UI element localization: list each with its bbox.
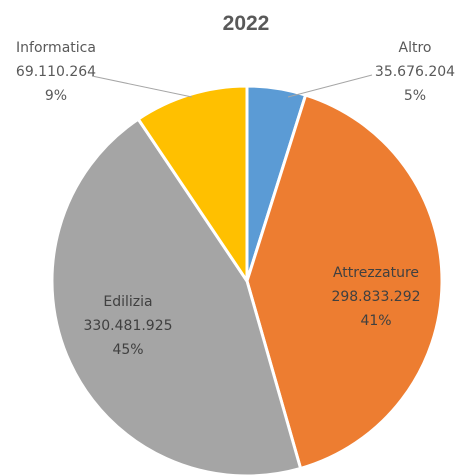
data-label-informatica: Informatica 69.110.264 9% (16, 40, 96, 104)
data-label-category: Informatica (16, 40, 96, 56)
pie-slice-informatica (136, 84, 249, 283)
leader-line-altro (287, 74, 373, 98)
data-label-value: 69.110.264 (16, 64, 96, 80)
data-label-value: 35.676.204 (375, 64, 455, 80)
data-label-category: Altro (399, 40, 432, 56)
leader-line-informatica (91, 75, 193, 98)
data-label-altro: Altro 35.676.204 5% (375, 40, 455, 104)
leader-lines (91, 74, 373, 98)
data-label-category: Attrezzature (333, 265, 419, 281)
pie-slices (50, 84, 444, 475)
data-label-percent: 41% (360, 313, 391, 329)
pie-slice-attrezzature (245, 93, 444, 470)
data-label-attrezzature: Attrezzature 298.833.292 41% (331, 265, 420, 329)
data-label-percent: 45% (112, 342, 143, 358)
data-label-value: 298.833.292 (331, 289, 420, 305)
slice-labels: Altro 35.676.204 5% Attrezzature 298.833.292… (16, 40, 455, 358)
data-label-category: Edilizia (103, 294, 152, 310)
data-label-value: 330.481.925 (83, 318, 172, 334)
data-label-edilizia: Edilizia 330.481.925 45% (83, 294, 172, 358)
data-label-percent: 9% (45, 88, 67, 104)
chart-title: 2022 (223, 12, 270, 35)
data-label-percent: 5% (404, 88, 426, 104)
